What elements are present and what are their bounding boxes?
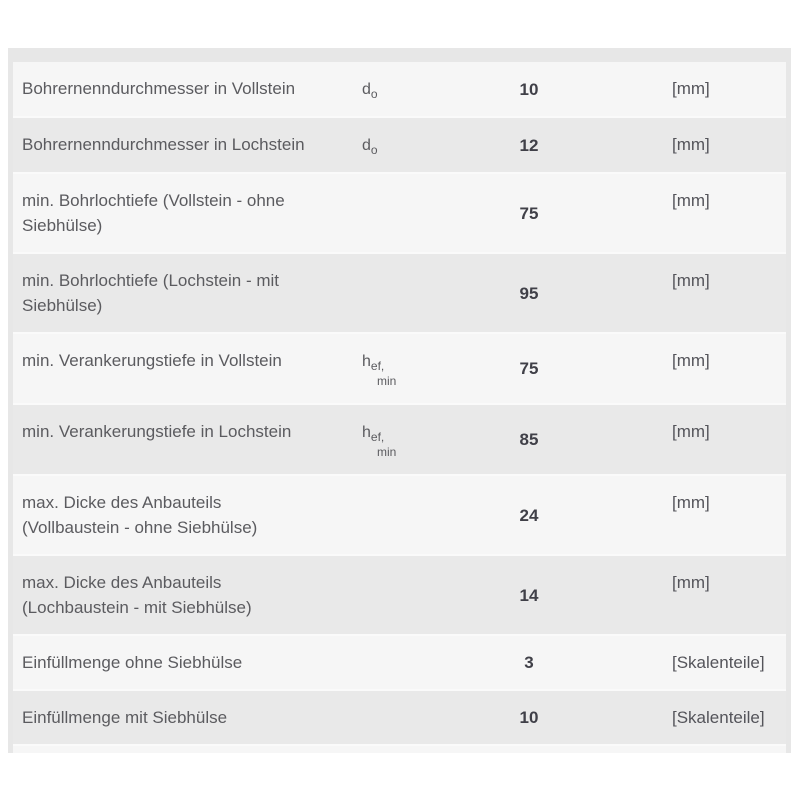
symbol-subscript-line2: min xyxy=(377,374,397,388)
row-unit: [Skalenteile] xyxy=(672,653,765,672)
table-row: min. Bohrlochtiefe (Vollstein - ohne Sie… xyxy=(13,173,786,253)
symbol-base: d xyxy=(362,137,371,154)
row-value: 24 xyxy=(519,505,539,525)
row-unit xyxy=(608,745,786,753)
row-label: Bohrernenndurchmesser in Vollstein xyxy=(22,79,296,98)
table-row: Bohrernenndurchmesser in Vollstein do 10… xyxy=(13,62,786,117)
symbol-subscript-line2: min xyxy=(377,445,397,459)
row-value: 95 xyxy=(519,283,539,303)
row-symbol: hef, min xyxy=(358,333,450,404)
table-row: max. Dicke des Anbauteils (Lochbaustein … xyxy=(13,555,786,635)
row-value: 85 xyxy=(519,430,539,449)
row-symbol xyxy=(358,475,450,555)
row-symbol: do xyxy=(358,117,450,173)
row-symbol xyxy=(358,555,450,635)
row-unit: [mm] xyxy=(672,191,710,210)
row-label: min. Bohrlochtiefe (Vollstein - ohne Sie… xyxy=(22,191,285,235)
symbol-subscript: ef, xyxy=(370,430,385,445)
spec-table: Bohrernenndurchmesser in Vollstein do 10… xyxy=(13,62,786,753)
row-symbol xyxy=(358,745,450,753)
row-value: 75 xyxy=(519,203,539,223)
row-label: Einfüllmenge ohne Siebhülse xyxy=(22,653,243,672)
row-value xyxy=(450,745,608,753)
row-label: min. Bohrlochtiefe (Lochstein - mit Sieb… xyxy=(22,271,279,315)
spec-table-body: Bohrernenndurchmesser in Vollstein do 10… xyxy=(13,62,786,753)
row-unit: [mm] xyxy=(672,271,710,290)
row-label: Bohrernenndurchmesser in Lochstein xyxy=(22,135,305,154)
row-symbol xyxy=(358,635,450,690)
row-symbol xyxy=(358,253,450,333)
row-symbol: do xyxy=(358,62,450,117)
row-unit: [mm] xyxy=(672,135,710,154)
row-unit: [Skalenteile] xyxy=(672,708,765,727)
row-unit: [mm] xyxy=(672,493,710,512)
row-value: 75 xyxy=(519,359,539,378)
row-value: 10 xyxy=(519,79,539,99)
row-label: max. Dicke des Anbauteils (Vollbaustein … xyxy=(22,493,258,537)
row-symbol xyxy=(358,690,450,745)
symbol-subscript: o xyxy=(370,143,378,158)
row-label xyxy=(13,745,358,753)
row-label: Einfüllmenge mit Siebhülse xyxy=(22,708,228,727)
symbol-base: h xyxy=(362,424,371,441)
row-value: 14 xyxy=(519,585,539,605)
row-value: 3 xyxy=(524,653,534,672)
symbol-base: d xyxy=(362,81,371,98)
table-row: Einfüllmenge ohne Siebhülse 3 [Skalentei… xyxy=(13,635,786,690)
row-symbol xyxy=(358,173,450,253)
row-label: max. Dicke des Anbauteils (Lochbaustein … xyxy=(22,573,252,617)
row-symbol: hef, min xyxy=(358,404,450,475)
table-row: min. Verankerungstiefe in Lochstein hef,… xyxy=(13,404,786,475)
symbol-subscript: ef, xyxy=(370,359,385,374)
row-label: min. Verankerungstiefe in Vollstein xyxy=(22,351,282,370)
row-unit: [mm] xyxy=(672,79,710,98)
symbol-base: h xyxy=(362,353,371,370)
spec-table-panel: Bohrernenndurchmesser in Vollstein do 10… xyxy=(8,48,791,753)
row-unit: [mm] xyxy=(672,422,710,441)
symbol-subscript: o xyxy=(370,87,378,102)
row-label: min. Verankerungstiefe in Lochstein xyxy=(22,422,292,441)
row-value: 12 xyxy=(519,135,539,155)
table-row: min. Bohrlochtiefe (Lochstein - mit Sieb… xyxy=(13,253,786,333)
table-row xyxy=(13,745,786,753)
table-row: min. Verankerungstiefe in Vollstein hef,… xyxy=(13,333,786,404)
row-value: 10 xyxy=(519,708,539,727)
table-row: Einfüllmenge mit Siebhülse 10 [Skalentei… xyxy=(13,690,786,745)
row-unit: [mm] xyxy=(672,351,710,370)
row-unit: [mm] xyxy=(672,573,710,592)
table-row: Bohrernenndurchmesser in Lochstein do 12… xyxy=(13,117,786,173)
table-row: max. Dicke des Anbauteils (Vollbaustein … xyxy=(13,475,786,555)
